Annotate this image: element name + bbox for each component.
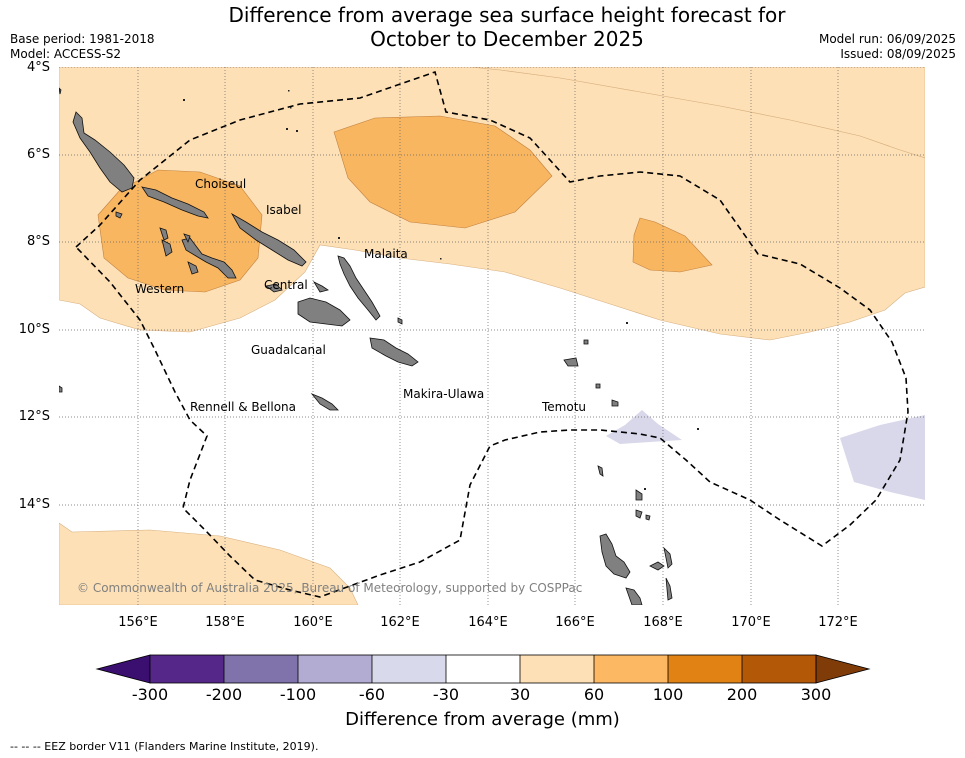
island-small-5 bbox=[183, 233, 191, 244]
island-small-6 bbox=[59, 385, 63, 393]
eez-legend-note: -- -- -- EEZ border V11 (Flanders Marine… bbox=[10, 740, 319, 753]
meta-right: Model run: 06/09/2025 Issued: 08/09/2025 bbox=[819, 32, 956, 62]
island-isabel bbox=[230, 212, 307, 267]
lon-label-166e: 166°E bbox=[555, 615, 595, 630]
anomaly-region-30-60-south bbox=[59, 522, 359, 605]
colorbar-tick-60: 60 bbox=[583, 685, 605, 704]
colorbar-bin-6 bbox=[520, 655, 594, 683]
anomaly-region-60-100-center bbox=[333, 115, 553, 229]
label-choiseul: Choiseul bbox=[195, 177, 246, 191]
colorbar-tick-100: 100 bbox=[652, 685, 684, 704]
colorbar-tick-neg60: -60 bbox=[358, 685, 386, 704]
island-new-georgia bbox=[181, 237, 237, 279]
label-rennell-bellona: Rennell & Bellona bbox=[190, 400, 296, 414]
colorbar-bin-8 bbox=[668, 655, 742, 683]
issued-date: Issued: 08/09/2025 bbox=[840, 47, 956, 61]
grid-lines bbox=[59, 67, 925, 605]
lon-label-158e: 158°E bbox=[205, 615, 245, 630]
colorbar bbox=[95, 654, 871, 684]
island-rennell bbox=[310, 393, 339, 411]
island-small-7 bbox=[59, 87, 62, 95]
label-makira-ulawa: Makira-Ulawa bbox=[403, 387, 484, 401]
lon-label-160e: 160°E bbox=[293, 615, 333, 630]
island-vella bbox=[161, 239, 173, 257]
lat-label-14s: 14°S bbox=[18, 497, 50, 512]
eez-border bbox=[74, 70, 909, 598]
label-guadalcanal: Guadalcanal bbox=[251, 343, 326, 357]
meta-left: Base period: 1981-2018 Model: ACCESS-S2 bbox=[10, 32, 155, 62]
island-small-1 bbox=[595, 383, 601, 389]
colorbar-bin-3 bbox=[298, 655, 372, 683]
colorbar-bin-4 bbox=[372, 655, 446, 683]
tiny-atolls bbox=[183, 90, 699, 490]
island-pentecost bbox=[665, 577, 673, 601]
lon-label-162e: 162°E bbox=[380, 615, 420, 630]
colorbar-tick-neg30: -30 bbox=[432, 685, 460, 704]
model-run: Model run: 06/09/2025 bbox=[818, 32, 956, 46]
island-espiritu-santo bbox=[599, 533, 631, 579]
colorbar-tick-neg200: -200 bbox=[205, 685, 243, 704]
colorbar-tick-neg300: -300 bbox=[131, 685, 169, 704]
label-temotu: Temotu bbox=[541, 400, 586, 414]
island-guadalcanal bbox=[297, 297, 351, 327]
base-period: Base period: 1981-2018 bbox=[10, 32, 155, 46]
lat-label-6s: 6°S bbox=[26, 147, 50, 162]
lon-label-156e: 156°E bbox=[118, 615, 158, 630]
island-vanua-lava bbox=[635, 509, 643, 519]
island-torres bbox=[597, 465, 604, 477]
island-ambae bbox=[649, 561, 665, 571]
island-small-8 bbox=[645, 514, 651, 521]
island-maewo bbox=[663, 546, 673, 569]
label-central: Central bbox=[264, 278, 308, 292]
colorbar-tick-300: 300 bbox=[800, 685, 832, 704]
colorbar-tick-30: 30 bbox=[509, 685, 531, 704]
map-title: Difference from average sea surface heig… bbox=[0, 3, 965, 51]
colorbar-bin-1 bbox=[150, 655, 224, 683]
colorbar-right-arrow bbox=[815, 654, 871, 684]
island-rendova bbox=[187, 261, 199, 275]
lat-label-4s: 4°S bbox=[26, 60, 50, 75]
anomaly-region-60-100-east bbox=[632, 217, 713, 273]
map-area: Choiseul Isabel Malaita Western Central … bbox=[59, 67, 925, 605]
lon-label-164e: 164°E bbox=[468, 615, 508, 630]
colorbar-tick-neg100: -100 bbox=[279, 685, 317, 704]
island-small-4 bbox=[115, 211, 123, 219]
island-choiseul bbox=[141, 186, 209, 219]
label-western: Western bbox=[135, 282, 184, 296]
island-malaita bbox=[337, 255, 381, 321]
anomaly-region-neg-30-60-b bbox=[840, 415, 925, 500]
island-ndeni bbox=[563, 357, 579, 367]
colorbar-title: Difference from average (mm) bbox=[345, 709, 620, 730]
lat-label-8s: 8°S bbox=[26, 234, 50, 249]
colorbar-bin-9 bbox=[742, 655, 816, 683]
island-small-2 bbox=[583, 339, 589, 345]
island-makira bbox=[369, 337, 419, 367]
label-malaita: Malaita bbox=[364, 247, 408, 261]
lat-label-12s: 12°S bbox=[18, 409, 50, 424]
island-florida bbox=[312, 281, 329, 293]
lon-label-170e: 170°E bbox=[731, 615, 771, 630]
title-line-2: October to December 2025 bbox=[370, 27, 644, 51]
island-malakula bbox=[625, 587, 643, 605]
colorbar-bin-7 bbox=[594, 655, 668, 683]
colorbar-bin-2 bbox=[224, 655, 298, 683]
title-line-1: Difference from average sea surface heig… bbox=[228, 3, 786, 27]
island-vanikoro bbox=[611, 399, 619, 407]
lon-label-168e: 168°E bbox=[643, 615, 683, 630]
anomaly-region-neg-30-60-a bbox=[606, 410, 682, 444]
copyright-notice: © Commonwealth of Australia 2025, Bureau… bbox=[77, 581, 582, 595]
label-isabel: Isabel bbox=[266, 203, 301, 217]
model-name: Model: ACCESS-S2 bbox=[10, 47, 122, 61]
island-kolombangara bbox=[159, 227, 169, 241]
island-small-3 bbox=[397, 317, 403, 325]
island-russell bbox=[265, 283, 283, 293]
colorbar-tick-200: 200 bbox=[726, 685, 758, 704]
lon-label-172e: 172°E bbox=[818, 615, 858, 630]
lat-label-10s: 10°S bbox=[18, 322, 50, 337]
island-gaua bbox=[635, 489, 643, 501]
colorbar-bin-5 bbox=[446, 655, 520, 683]
colorbar-left-arrow bbox=[95, 654, 151, 684]
